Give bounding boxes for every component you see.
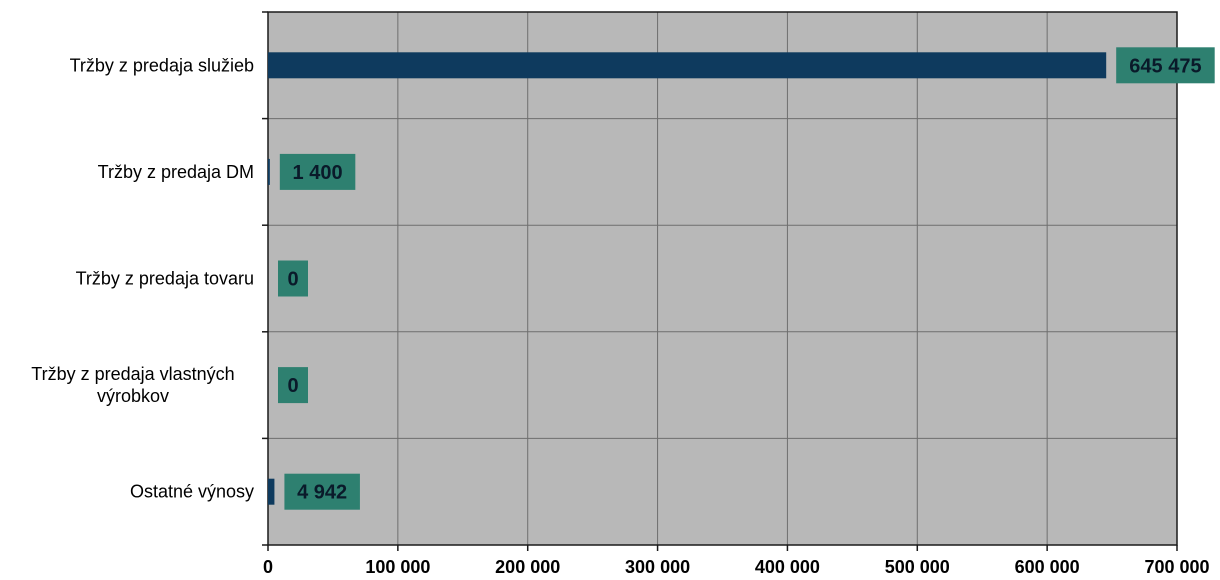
data-label-box bbox=[278, 260, 308, 297]
x-tick-label: 200 000 bbox=[495, 557, 560, 577]
data-label-box bbox=[1116, 47, 1215, 84]
category-label: Tržby z predaja DM bbox=[98, 162, 254, 182]
bar bbox=[268, 158, 270, 185]
data-label: 0 bbox=[287, 269, 298, 291]
plot-border bbox=[267, 11, 1178, 546]
data-label: 645 475 bbox=[1129, 55, 1201, 77]
data-label-box bbox=[279, 153, 356, 190]
bar bbox=[268, 478, 275, 505]
bar bbox=[268, 52, 1107, 79]
category-label: Tržby z predaja tovaru bbox=[76, 269, 254, 289]
x-tick-label: 400 000 bbox=[755, 557, 820, 577]
x-tick-label: 300 000 bbox=[625, 557, 690, 577]
x-tick-label: 600 000 bbox=[1015, 557, 1080, 577]
data-label: 0 bbox=[287, 375, 298, 397]
category-label: Ostatné výnosy bbox=[130, 482, 254, 502]
plot-area bbox=[268, 12, 1177, 545]
data-label: 1 400 bbox=[293, 162, 343, 184]
data-label: 4 942 bbox=[297, 482, 347, 504]
data-label-box bbox=[278, 367, 308, 404]
category-label: Tržby z predaja služieb bbox=[70, 55, 254, 75]
x-tick-label: 100 000 bbox=[365, 557, 430, 577]
x-tick-label: 700 000 bbox=[1144, 557, 1209, 577]
data-label-box bbox=[284, 473, 360, 510]
x-tick-label: 0 bbox=[263, 557, 273, 577]
x-tick-label: 500 000 bbox=[885, 557, 950, 577]
category-label: Tržby z predaja vlastných výrobkov bbox=[31, 364, 234, 406]
